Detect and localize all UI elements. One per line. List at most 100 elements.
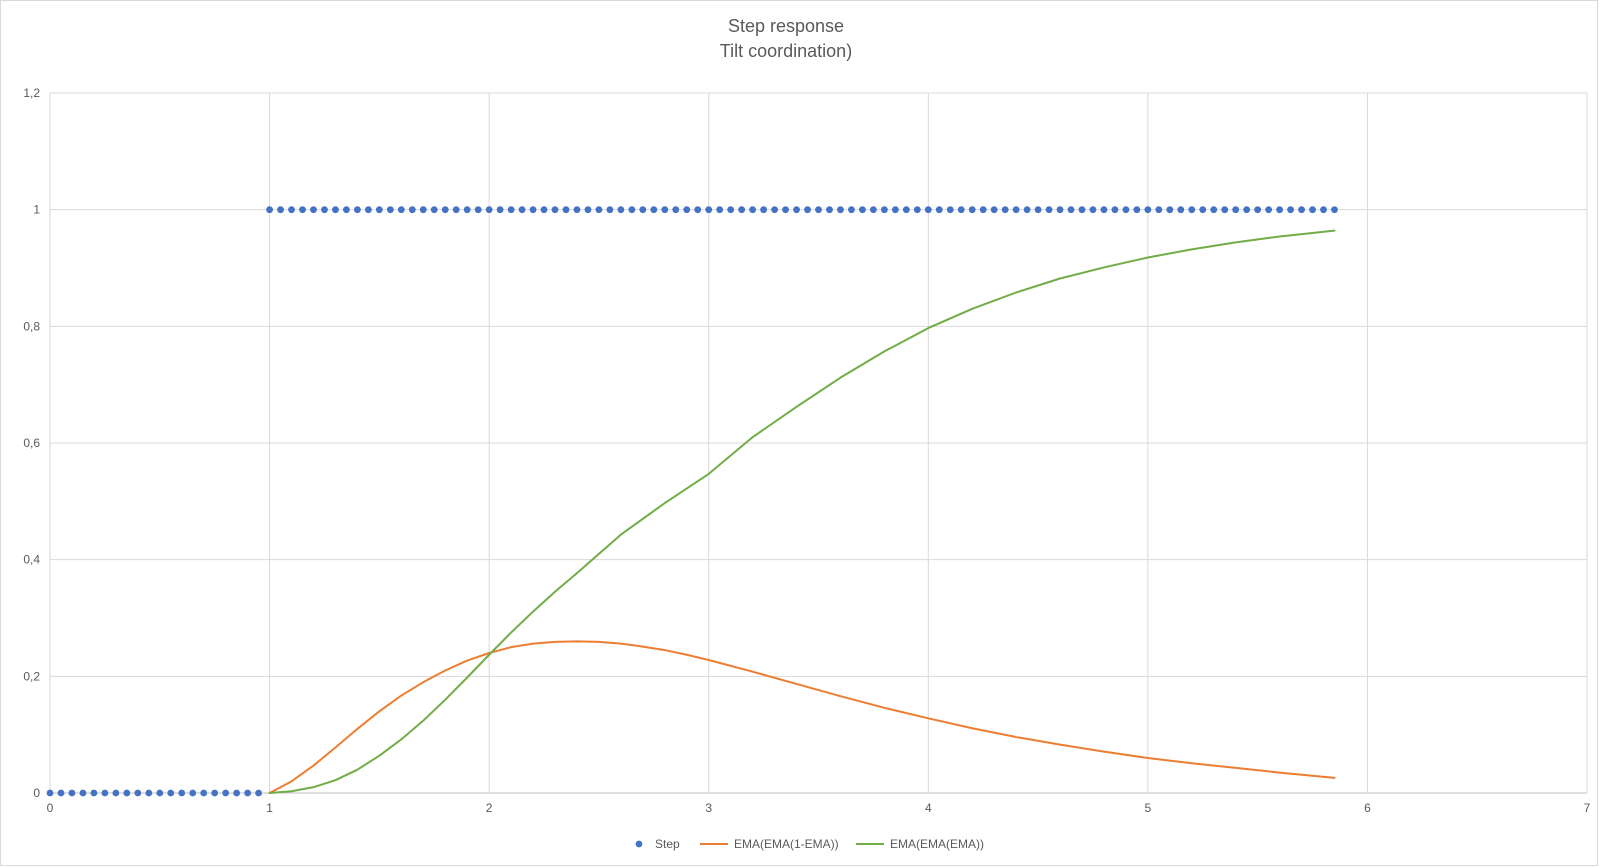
chart-title: Step response (728, 16, 844, 36)
step-point (1232, 206, 1240, 214)
y-tick-label: 0,8 (23, 319, 40, 333)
step-point (112, 789, 120, 797)
step-point (562, 206, 570, 214)
step-point (869, 206, 877, 214)
step-point (1320, 206, 1327, 214)
step-point (924, 206, 932, 214)
step-point (628, 206, 636, 214)
step-point (683, 206, 691, 214)
legend-marker (635, 840, 643, 848)
step-point (782, 206, 789, 214)
x-tick-label: 4 (925, 801, 932, 815)
step-point (57, 789, 65, 797)
step-point (354, 206, 361, 214)
step-point (134, 789, 142, 797)
step-point (189, 789, 197, 797)
step-point (255, 789, 262, 797)
y-tick-label: 1,2 (23, 86, 40, 100)
step-point (1067, 206, 1075, 214)
step-point (935, 206, 943, 214)
legend: Step EMA(EMA(1-EMA)) EMA(EMA(EMA)) (635, 837, 984, 851)
step-point (946, 206, 954, 214)
grid-layer (49, 92, 1588, 794)
series-line (268, 229, 1336, 794)
step-point (200, 789, 208, 797)
step-point (518, 206, 526, 214)
x-tick-label: 0 (47, 801, 54, 815)
step-point (584, 206, 592, 214)
step-point (386, 206, 394, 214)
step-point (1166, 206, 1174, 214)
step-point (452, 206, 460, 214)
step-point (606, 206, 614, 214)
step-point (738, 206, 746, 214)
step-point (1298, 206, 1305, 214)
step-point (244, 789, 252, 797)
step-point (727, 206, 735, 214)
step-point (496, 206, 504, 214)
x-tick-label: 2 (486, 801, 493, 815)
step-point (1276, 206, 1283, 214)
step-point (661, 206, 669, 214)
step-point (716, 206, 724, 214)
step-point (804, 206, 811, 214)
step-point (760, 206, 768, 214)
step-point (837, 206, 844, 214)
step-point (1122, 206, 1130, 214)
step-point (101, 789, 109, 797)
series-line (268, 640, 1336, 794)
step-point (474, 206, 482, 214)
step-point (749, 206, 757, 214)
step-point (1001, 206, 1009, 214)
step-point (1155, 206, 1163, 214)
step-point (1034, 206, 1042, 214)
step-point (343, 206, 350, 214)
step-point (266, 206, 273, 214)
step-point (1023, 206, 1031, 214)
step-point (705, 206, 713, 214)
step-point (222, 789, 230, 797)
step-point (793, 206, 800, 214)
step-point (1056, 206, 1064, 214)
step-point (595, 206, 603, 214)
step-point (1078, 206, 1086, 214)
step-point (826, 206, 833, 214)
step-point (463, 206, 471, 214)
legend-label: EMA(EMA(EMA)) (890, 837, 984, 851)
step-point (694, 206, 702, 214)
step-point (397, 206, 405, 214)
step-point (1287, 206, 1294, 214)
step-point (167, 789, 175, 797)
step-point (880, 206, 888, 214)
step-point (68, 789, 76, 797)
step-point (408, 206, 416, 214)
step-point (156, 789, 164, 797)
step-point (507, 206, 515, 214)
step-point (1188, 206, 1196, 214)
step-point (178, 789, 186, 797)
step-point (1133, 206, 1141, 214)
legend-label: Step (655, 837, 680, 851)
step-point (1199, 206, 1207, 214)
step-point (1045, 206, 1053, 214)
step-point (529, 206, 537, 214)
step-point (979, 206, 987, 214)
step-point (1089, 206, 1097, 214)
y-tick-label: 0,4 (23, 553, 40, 567)
step-point (79, 789, 87, 797)
step-point (1012, 206, 1020, 214)
step-point (859, 206, 866, 214)
step-point (1177, 206, 1185, 214)
legend-item: Step (635, 837, 680, 851)
step-point (968, 206, 976, 214)
step-point (310, 206, 317, 214)
step-point (639, 206, 647, 214)
step-point (441, 206, 449, 214)
step-point (815, 206, 822, 214)
step-point (1210, 206, 1218, 214)
y-tick-label: 0 (33, 786, 40, 800)
step-point (430, 206, 438, 214)
step-point (1331, 206, 1338, 214)
step-point (957, 206, 965, 214)
step-point (1111, 206, 1119, 214)
